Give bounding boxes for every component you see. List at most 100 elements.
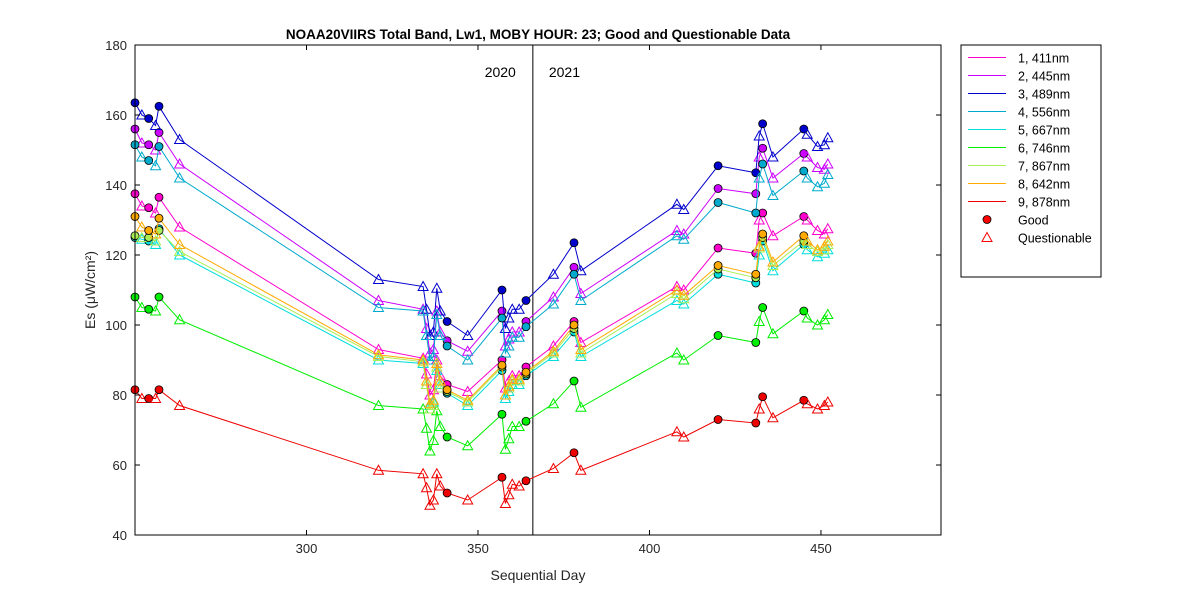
questionable-point [430, 357, 443, 368]
questionable-point [434, 381, 447, 393]
questionable-point [136, 136, 148, 148]
questionable-point [420, 303, 433, 314]
questionable-point [821, 131, 834, 143]
questionable-point [136, 150, 148, 162]
questionable-point [811, 245, 824, 256]
series-layer [130, 98, 834, 510]
good-point [751, 338, 761, 347]
questionable-point [430, 467, 443, 479]
questionable-point [434, 420, 447, 431]
legend-label: 8, 642nm [1018, 178, 1070, 192]
good-point [442, 432, 452, 442]
questionable-point [575, 350, 587, 361]
legend-label: 9, 878nm [1018, 196, 1070, 210]
questionable-point [818, 399, 831, 410]
questionable-point [502, 488, 515, 500]
good-point [144, 140, 154, 150]
good-point [713, 261, 723, 270]
questionable-point [753, 171, 766, 183]
legend-item[interactable]: 3, 489nm [968, 88, 1070, 102]
x-tick-label: 450 [810, 541, 832, 556]
questionable-point [821, 395, 834, 407]
questionable-point [821, 222, 834, 234]
legend-label: 5, 667nm [1018, 124, 1070, 138]
questionable-point [801, 243, 814, 255]
questionable-point [818, 243, 831, 255]
good-point [569, 376, 579, 386]
good-point [144, 156, 154, 165]
questionable-point [811, 318, 824, 330]
questionable-point [149, 304, 162, 316]
questionable-point [427, 350, 440, 361]
questionable-point [417, 402, 429, 414]
questionable-point [372, 464, 385, 475]
questionable-point [513, 331, 525, 342]
legend-item[interactable]: 1, 411nm [968, 52, 1069, 66]
legend-label: 3, 489nm [1018, 88, 1070, 102]
good-point [154, 292, 164, 302]
questionable-point [767, 264, 779, 276]
questionable-point [434, 329, 447, 340]
questionable-point [671, 287, 683, 298]
legend-item[interactable]: 2, 445nm [968, 70, 1070, 84]
good-point [521, 322, 531, 332]
questionable-point [420, 422, 433, 433]
questionable-point [372, 348, 385, 360]
questionable-point [818, 313, 831, 325]
y-tick-label: 60 [113, 458, 127, 473]
questionable-point [818, 177, 831, 188]
good-point [713, 243, 723, 253]
plot-area [135, 45, 941, 535]
y-tick-label: 120 [105, 248, 127, 263]
legend-item-questionable[interactable]: Questionable [981, 231, 1092, 246]
y-tick-label: 160 [105, 108, 127, 123]
legend-item-good[interactable]: Good [982, 214, 1049, 228]
questionable-point [461, 329, 474, 340]
legend-item[interactable]: 4, 556nm [968, 106, 1070, 120]
legend-item[interactable]: 5, 667nm [968, 124, 1070, 138]
questionable-point [417, 353, 429, 365]
y-axis-label: Es (μW/cm²) [82, 251, 98, 329]
questionable-point [818, 138, 831, 150]
questionable-point [461, 399, 474, 410]
legend-label: 2, 445nm [1018, 70, 1070, 84]
legend-item[interactable]: 6, 746nm [968, 142, 1070, 156]
questionable-point [417, 280, 429, 291]
questionable-point [461, 353, 474, 365]
legend[interactable]: 1, 411nm 2, 445nm 3, 489nm 4, 556nm 5, 667nm… [960, 44, 1102, 278]
good-point [713, 331, 723, 340]
questionable-point [547, 268, 560, 279]
questionable-point [677, 227, 690, 239]
legend-item[interactable]: 8, 642nm [968, 178, 1070, 192]
y-tick-label: 180 [105, 38, 127, 53]
questionable-point [513, 325, 525, 337]
questionable-point [417, 467, 429, 479]
questionable-point [461, 394, 474, 405]
questionable-point [671, 294, 683, 305]
questionable-point [427, 399, 440, 410]
questionable-point [173, 220, 186, 232]
good-point [569, 320, 579, 330]
good-point [442, 341, 452, 351]
questionable-point [671, 283, 683, 295]
questionable-point [434, 479, 447, 491]
questionable-point [499, 388, 512, 400]
questionable-point [427, 493, 440, 505]
questionable-point [677, 353, 690, 365]
questionable-point [547, 339, 560, 351]
questionable-point [499, 443, 512, 454]
questionable-point [149, 159, 162, 171]
questionable-point [372, 353, 385, 365]
good-point [497, 409, 507, 419]
questionable-point [506, 420, 519, 431]
questionable-point [821, 308, 834, 319]
questionable-point [575, 287, 587, 298]
questionable-point [434, 374, 447, 386]
questionable-point [677, 203, 690, 214]
axes: 300 350 400 450 40 60 80 100 120 140 160 180 [105, 38, 941, 556]
legend-item[interactable]: 7, 867nm [968, 160, 1070, 174]
good-point [154, 385, 164, 395]
legend-label: 4, 556nm [1018, 106, 1070, 120]
legend-item[interactable]: 9, 878nm [968, 196, 1070, 210]
